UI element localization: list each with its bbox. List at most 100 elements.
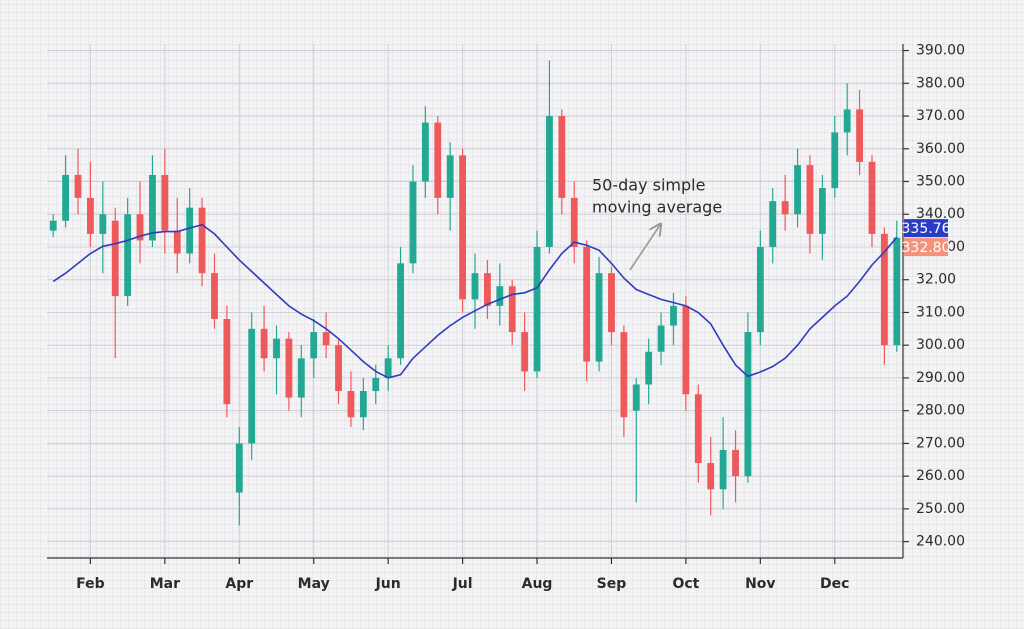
candle-body: [161, 174, 169, 231]
candle-body: [657, 325, 665, 352]
x-tick-label: Feb: [76, 576, 105, 592]
candle-body: [459, 155, 467, 300]
candle-body: [322, 332, 330, 346]
candle-body: [707, 463, 715, 490]
annotation: 50-day simple: [592, 176, 705, 195]
candle-body: [546, 116, 553, 247]
candle-body: [49, 220, 57, 231]
y-tick-label: 360.00: [916, 141, 965, 157]
y-tick-label: 32.00: [916, 272, 956, 288]
x-tick-label: Jul: [452, 576, 473, 592]
candle-body: [843, 109, 851, 133]
candle-body: [173, 230, 181, 254]
candle-body: [521, 332, 529, 372]
candle-body: [310, 332, 318, 359]
annotation-arrow: [629, 225, 660, 271]
candle-body: [533, 246, 541, 372]
candle-body: [670, 305, 677, 326]
candle-body: [570, 197, 578, 247]
price-tag: [904, 238, 948, 257]
candle-body: [682, 305, 690, 395]
candle-body: [818, 188, 826, 234]
candle-body: [74, 174, 82, 198]
candle-body: [99, 214, 107, 234]
y-tick-label: 340.00: [916, 206, 965, 222]
candle-body: [186, 207, 194, 254]
candle-body: [372, 377, 380, 392]
candle-body: [794, 165, 801, 215]
candle-body: [483, 273, 491, 306]
candle-body: [397, 263, 404, 359]
candle-body: [620, 332, 628, 418]
x-tick-label: Nov: [745, 576, 775, 592]
candle-body: [694, 394, 702, 464]
annotation: moving average: [592, 198, 722, 217]
candle-body: [62, 174, 70, 221]
candle-body: [608, 273, 615, 333]
candle-body: [756, 246, 764, 333]
x-tick-label: Jun: [375, 576, 401, 592]
y-tick-label: 350.00: [916, 174, 965, 190]
candle-body: [235, 443, 243, 493]
x-tick-label: Mar: [150, 576, 180, 592]
candle-body: [124, 214, 132, 297]
candle-body: [285, 338, 293, 398]
moving-average-line: [52, 223, 898, 379]
candle-body: [335, 345, 342, 392]
x-tick-label: Oct: [672, 576, 699, 592]
candle-body: [732, 449, 739, 477]
price-tag-label: 332.80: [902, 240, 951, 256]
price-tag: [904, 219, 948, 238]
y-tick-label: 280.00: [916, 403, 965, 419]
x-tick-label: Sep: [597, 576, 627, 592]
candle-body: [359, 391, 367, 418]
candle-body: [471, 273, 479, 300]
candle-body: [880, 233, 888, 346]
candle-body: [111, 220, 119, 297]
candle-body: [347, 391, 355, 418]
y-tick-label: 390.00: [916, 43, 965, 59]
candle-body: [273, 338, 280, 359]
x-tick-label: May: [298, 576, 330, 592]
x-tick-label: Dec: [820, 576, 849, 592]
candle-body: [409, 181, 417, 264]
candle-body: [297, 358, 305, 398]
candle-body: [496, 286, 504, 306]
y-tick-label: 260.00: [916, 468, 965, 484]
candle-body: [508, 286, 516, 333]
candle-body: [781, 201, 789, 215]
candle-body: [149, 174, 156, 241]
candle-body: [806, 165, 814, 234]
y-tick-label: 270.00: [916, 435, 965, 451]
candle-body: [223, 319, 231, 405]
candle-body: [87, 197, 94, 234]
candle-body: [446, 155, 454, 198]
candle-body: [434, 122, 442, 198]
candle-body: [868, 161, 876, 234]
candle-body: [769, 201, 777, 247]
candle-body: [831, 132, 839, 189]
x-tick-label: Apr: [225, 576, 253, 592]
candle-body: [136, 214, 144, 241]
y-tick-label: 310.00: [916, 304, 965, 320]
price-tag-label: 335.76: [902, 221, 951, 237]
candle-body: [856, 109, 863, 162]
candle-body: [632, 384, 640, 411]
candle-body: [744, 332, 752, 477]
candle-body: [583, 246, 591, 362]
candle-body: [198, 207, 206, 274]
candle-body: [211, 273, 218, 320]
candle-body: [595, 273, 603, 362]
y-tick-label: 300.00: [916, 337, 965, 353]
candle-body: [719, 449, 727, 490]
candle-body: [893, 237, 901, 346]
candle-body: [558, 116, 566, 198]
y-tick-label: 370.00: [916, 108, 965, 124]
x-tick-label: Aug: [522, 576, 553, 592]
y-tick-label: 250.00: [916, 501, 965, 517]
candle-body: [384, 358, 392, 378]
y-tick-label: 290.00: [916, 370, 965, 386]
candle-body: [421, 122, 429, 182]
candle-body: [248, 328, 256, 444]
